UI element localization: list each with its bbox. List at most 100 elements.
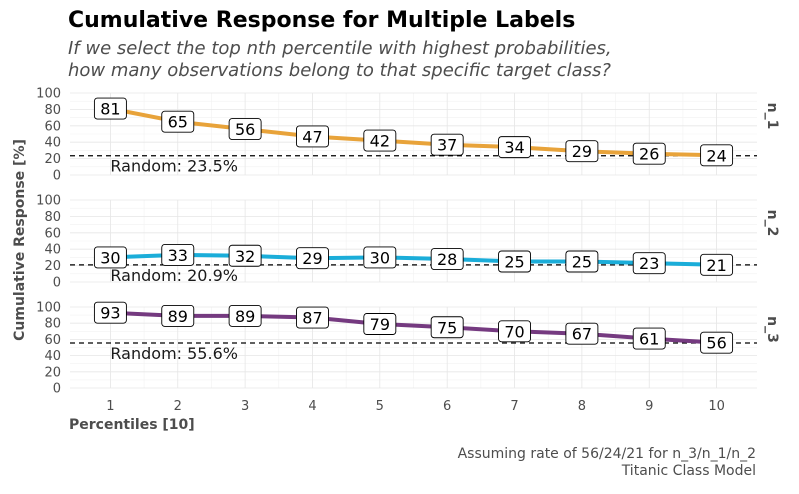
data-label-box [228, 244, 262, 267]
data-label: 37 [437, 136, 457, 155]
y-tick-label: 100 [36, 87, 61, 102]
data-label-box [565, 250, 599, 273]
chart-title: Cumulative Response for Multiple Labels [68, 8, 576, 33]
data-label-box [565, 140, 599, 163]
x-tick-label: 2 [174, 399, 182, 414]
data-label: 75 [437, 318, 457, 337]
data-label: 47 [302, 127, 322, 146]
series-line-n_3 [108, 310, 719, 345]
x-tick-label: 5 [376, 399, 384, 414]
data-label-box [498, 320, 531, 343]
data-label-box [700, 253, 734, 276]
y-tick-label: 80 [44, 317, 61, 332]
facet-strip-label-n_3: n_3 [764, 316, 780, 343]
x-tick-label: 4 [308, 399, 316, 414]
x-tick-label: 8 [578, 399, 586, 414]
y-tick-label: 80 [44, 103, 61, 118]
y-tick-label: 100 [36, 194, 61, 209]
data-label-box [430, 248, 464, 270]
data-label: 87 [302, 309, 322, 328]
data-label-box [632, 327, 666, 350]
data-label: 28 [437, 250, 457, 269]
data-label-box [161, 304, 195, 327]
data-label-box [228, 304, 262, 327]
chart-subtitle-line-1: If we select the top nth percentile with… [68, 38, 612, 59]
y-tick-label: 40 [44, 243, 61, 258]
data-label: 67 [572, 325, 592, 344]
y-tick-label: 80 [44, 210, 61, 225]
x-tick-label: 10 [708, 399, 725, 414]
data-label-box [700, 331, 734, 354]
data-label-box [632, 142, 666, 165]
data-label-box [228, 118, 262, 141]
data-label-box [430, 316, 464, 339]
data-label-box [430, 133, 464, 156]
data-label-box [363, 313, 397, 335]
y-tick-label: 60 [44, 119, 61, 134]
chart-caption-line-1: Assuming rate of 56/24/21 for n_3/n_1/n_… [457, 446, 756, 462]
facet-strip-label-n_2: n_2 [764, 210, 780, 237]
data-label: 33 [168, 246, 188, 265]
data-label-box [93, 97, 127, 120]
data-label: 30 [100, 248, 120, 267]
data-label: 56 [235, 120, 255, 139]
data-label-box [296, 247, 329, 270]
data-label: 25 [504, 253, 524, 272]
data-label: 70 [504, 322, 524, 341]
facet-strip-label-n_1: n_1 [764, 103, 780, 130]
data-label: 93 [100, 304, 120, 323]
data-label-box [498, 136, 531, 159]
x-tick-label: 9 [645, 399, 653, 414]
data-label: 25 [572, 253, 592, 272]
data-label: 79 [370, 315, 390, 334]
data-label-box [161, 110, 195, 133]
y-tick-label: 20 [44, 365, 61, 380]
data-label-box [93, 301, 127, 324]
y-tick-label: 0 [53, 169, 61, 184]
data-label-box [632, 252, 666, 275]
y-tick-label: 100 [36, 301, 61, 316]
series-line-n_1 [108, 106, 719, 158]
random-baseline-label-n_1: Random: 23.5% [110, 157, 238, 176]
data-label: 65 [168, 113, 188, 132]
data-label: 26 [639, 145, 659, 164]
data-label: 61 [639, 330, 659, 349]
chart-caption-line-2: Titanic Class Model [621, 463, 756, 479]
data-label: 56 [706, 334, 726, 353]
data-label: 34 [504, 138, 524, 157]
y-tick-label: 40 [44, 136, 61, 151]
data-label-box [363, 129, 397, 152]
data-label: 32 [235, 247, 255, 266]
data-label: 89 [168, 307, 188, 326]
data-label: 42 [370, 132, 390, 151]
data-label: 29 [302, 249, 322, 268]
chart-subtitle-line-2: how many observations belong to that spe… [68, 60, 611, 81]
x-tick-label: 1 [106, 399, 114, 414]
y-tick-label: 60 [44, 333, 61, 348]
random-baseline-label-n_2: Random: 20.9% [110, 266, 238, 285]
y-tick-label: 0 [53, 382, 61, 397]
data-label-box [498, 250, 531, 273]
data-label-box [296, 125, 329, 148]
x-tick-label: 7 [510, 399, 518, 414]
data-label-box [93, 246, 127, 269]
data-label-box [363, 246, 397, 269]
data-label: 30 [370, 248, 390, 267]
y-tick-label: 60 [44, 226, 61, 241]
y-tick-label: 20 [44, 152, 61, 167]
data-label-box [161, 243, 195, 266]
x-tick-label: 6 [443, 399, 451, 414]
x-axis-title: Percentiles [10] [69, 417, 195, 433]
data-label-box [565, 322, 599, 345]
data-label-box [700, 144, 734, 167]
data-label-box [296, 306, 329, 329]
random-baseline-label-n_3: Random: 55.6% [110, 344, 238, 363]
y-tick-label: 40 [44, 349, 61, 364]
data-label: 24 [706, 146, 726, 165]
data-label: 81 [100, 100, 120, 119]
x-tick-label: 3 [241, 399, 249, 414]
y-axis-title: Cumulative Response [%] [12, 139, 28, 341]
